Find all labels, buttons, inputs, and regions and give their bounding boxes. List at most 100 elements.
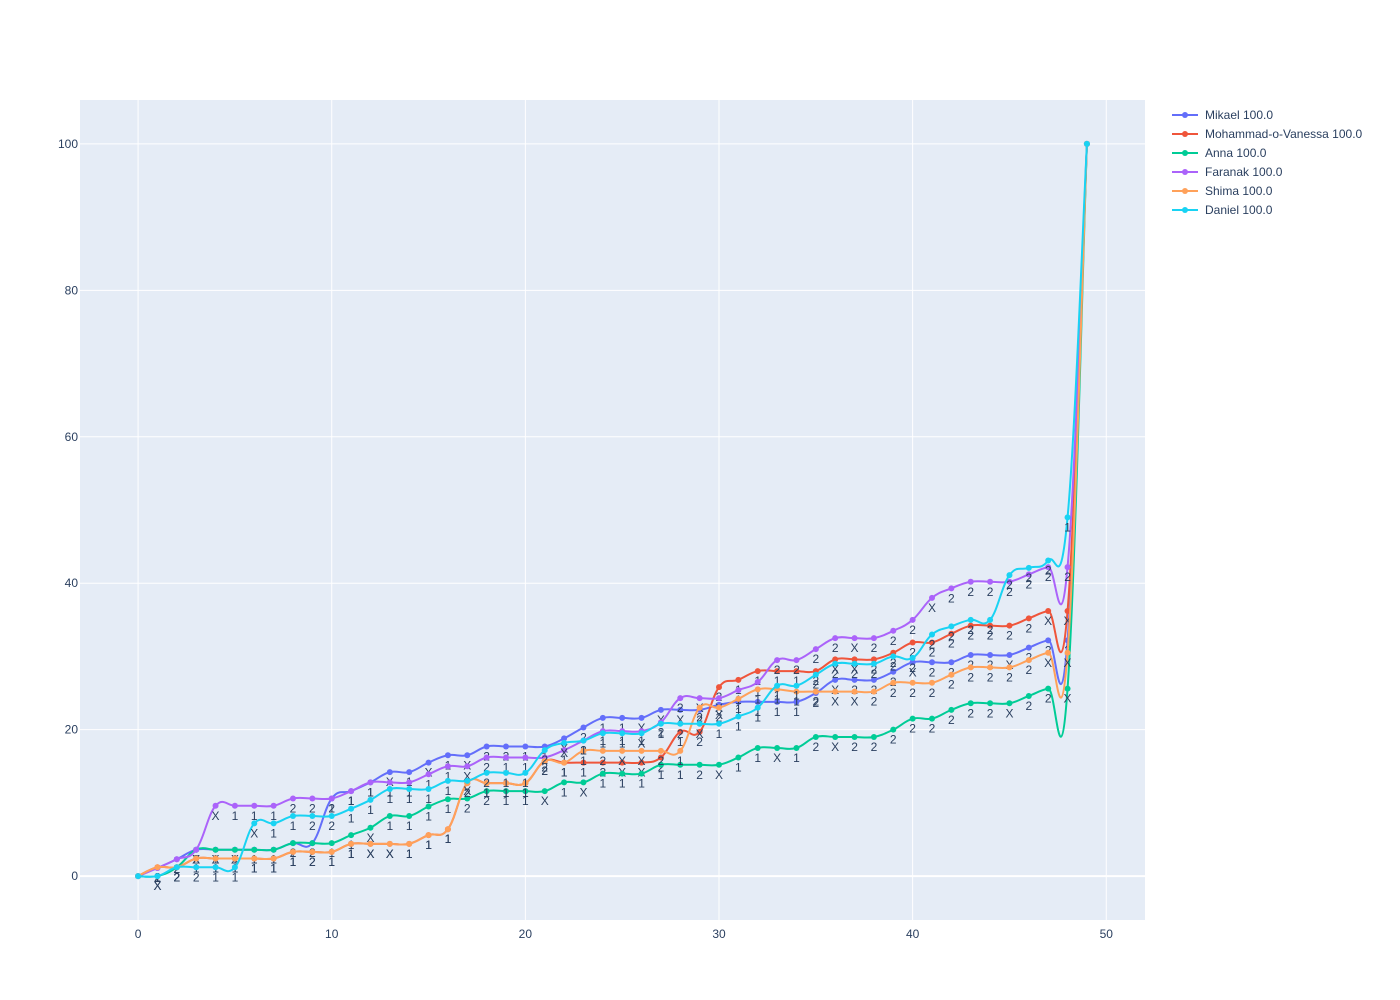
data-point[interactable] — [561, 759, 568, 766]
data-point[interactable] — [812, 733, 819, 740]
data-point[interactable] — [1045, 564, 1052, 571]
data-point[interactable] — [851, 660, 858, 667]
data-point[interactable] — [367, 840, 374, 847]
data-point[interactable] — [870, 660, 877, 667]
data-point[interactable] — [231, 855, 238, 862]
data-point[interactable] — [696, 704, 703, 711]
legend-item[interactable]: Daniel 100.0 — [1172, 203, 1273, 217]
data-point[interactable] — [619, 714, 626, 721]
data-point[interactable] — [599, 714, 606, 721]
data-point[interactable] — [212, 846, 219, 853]
data-point[interactable] — [348, 805, 355, 812]
data-point[interactable] — [464, 763, 471, 770]
data-point[interactable] — [870, 656, 877, 663]
data-point[interactable] — [812, 646, 819, 653]
data-point[interactable] — [832, 688, 839, 695]
data-point[interactable] — [677, 695, 684, 702]
data-point[interactable] — [870, 733, 877, 740]
data-point[interactable] — [696, 728, 703, 735]
data-point[interactable] — [251, 820, 258, 827]
data-point[interactable] — [774, 668, 781, 675]
data-point[interactable] — [851, 733, 858, 740]
data-point[interactable] — [1045, 637, 1052, 644]
data-point[interactable] — [270, 855, 277, 862]
data-point[interactable] — [193, 864, 200, 871]
data-point[interactable] — [832, 660, 839, 667]
data-point[interactable] — [425, 803, 432, 810]
legend[interactable]: Mikael 100.0 Mohammad-o-Vanessa 100.0 Anna… — [1172, 108, 1363, 217]
data-point[interactable] — [522, 743, 529, 750]
data-point[interactable] — [522, 788, 529, 795]
data-point[interactable] — [716, 695, 722, 702]
data-point[interactable] — [425, 785, 432, 792]
data-point[interactable] — [522, 754, 529, 761]
data-point[interactable] — [909, 679, 916, 686]
data-point[interactable] — [193, 855, 200, 862]
data-point[interactable] — [754, 679, 761, 686]
legend-item[interactable]: Faranak 100.0 — [1172, 165, 1283, 179]
data-point[interactable] — [657, 706, 664, 713]
data-point[interactable] — [987, 651, 994, 658]
data-point[interactable] — [967, 651, 974, 658]
data-point[interactable] — [677, 761, 684, 768]
data-point[interactable] — [1083, 140, 1090, 147]
data-point[interactable] — [1025, 644, 1032, 651]
data-point[interactable] — [154, 864, 161, 871]
data-point[interactable] — [948, 671, 955, 678]
data-point[interactable] — [173, 856, 180, 863]
legend-item[interactable]: Mikael 100.0 — [1172, 108, 1273, 122]
data-point[interactable] — [348, 840, 355, 847]
data-point[interactable] — [503, 780, 509, 787]
data-point[interactable] — [503, 788, 509, 795]
data-point[interactable] — [619, 770, 626, 777]
data-point[interactable] — [987, 664, 994, 671]
data-point[interactable] — [735, 713, 742, 720]
data-point[interactable] — [173, 864, 180, 871]
data-point[interactable] — [987, 578, 994, 585]
data-point[interactable] — [483, 780, 490, 787]
data-point[interactable] — [1025, 615, 1032, 622]
data-point[interactable] — [696, 720, 703, 727]
data-point[interactable] — [948, 659, 955, 666]
data-point[interactable] — [1006, 622, 1013, 629]
data-point[interactable] — [290, 795, 296, 802]
data-point[interactable] — [580, 747, 587, 754]
data-point[interactable] — [619, 759, 626, 766]
data-point[interactable] — [851, 676, 858, 683]
data-point[interactable] — [251, 846, 258, 853]
data-point[interactable] — [541, 788, 548, 795]
data-point[interactable] — [948, 706, 955, 713]
data-point[interactable] — [1045, 685, 1052, 692]
data-point[interactable] — [483, 743, 490, 750]
data-point[interactable] — [503, 754, 509, 761]
data-point[interactable] — [909, 616, 916, 623]
data-point[interactable] — [1064, 685, 1071, 692]
data-point[interactable] — [948, 623, 955, 630]
data-point[interactable] — [483, 769, 490, 776]
data-point[interactable] — [638, 747, 645, 754]
data-point[interactable] — [967, 616, 974, 623]
data-point[interactable] — [444, 763, 451, 770]
data-point[interactable] — [309, 848, 316, 855]
data-point[interactable] — [561, 779, 568, 786]
data-point[interactable] — [929, 631, 935, 638]
data-point[interactable] — [890, 627, 897, 634]
data-point[interactable] — [1045, 557, 1052, 564]
data-point[interactable] — [522, 780, 529, 787]
data-point[interactable] — [328, 813, 335, 820]
data-point[interactable] — [812, 671, 819, 678]
data-point[interactable] — [870, 635, 877, 642]
data-point[interactable] — [735, 676, 742, 683]
legend-item[interactable]: Anna 100.0 — [1172, 146, 1267, 160]
data-point[interactable] — [367, 779, 374, 786]
data-point[interactable] — [851, 635, 858, 642]
data-point[interactable] — [483, 788, 490, 795]
data-point[interactable] — [231, 802, 238, 809]
data-point[interactable] — [561, 735, 568, 742]
data-point[interactable] — [657, 754, 664, 761]
data-point[interactable] — [987, 622, 994, 629]
data-point[interactable] — [290, 813, 296, 820]
data-point[interactable] — [909, 654, 916, 661]
data-point[interactable] — [580, 737, 587, 744]
data-point[interactable] — [735, 687, 742, 694]
